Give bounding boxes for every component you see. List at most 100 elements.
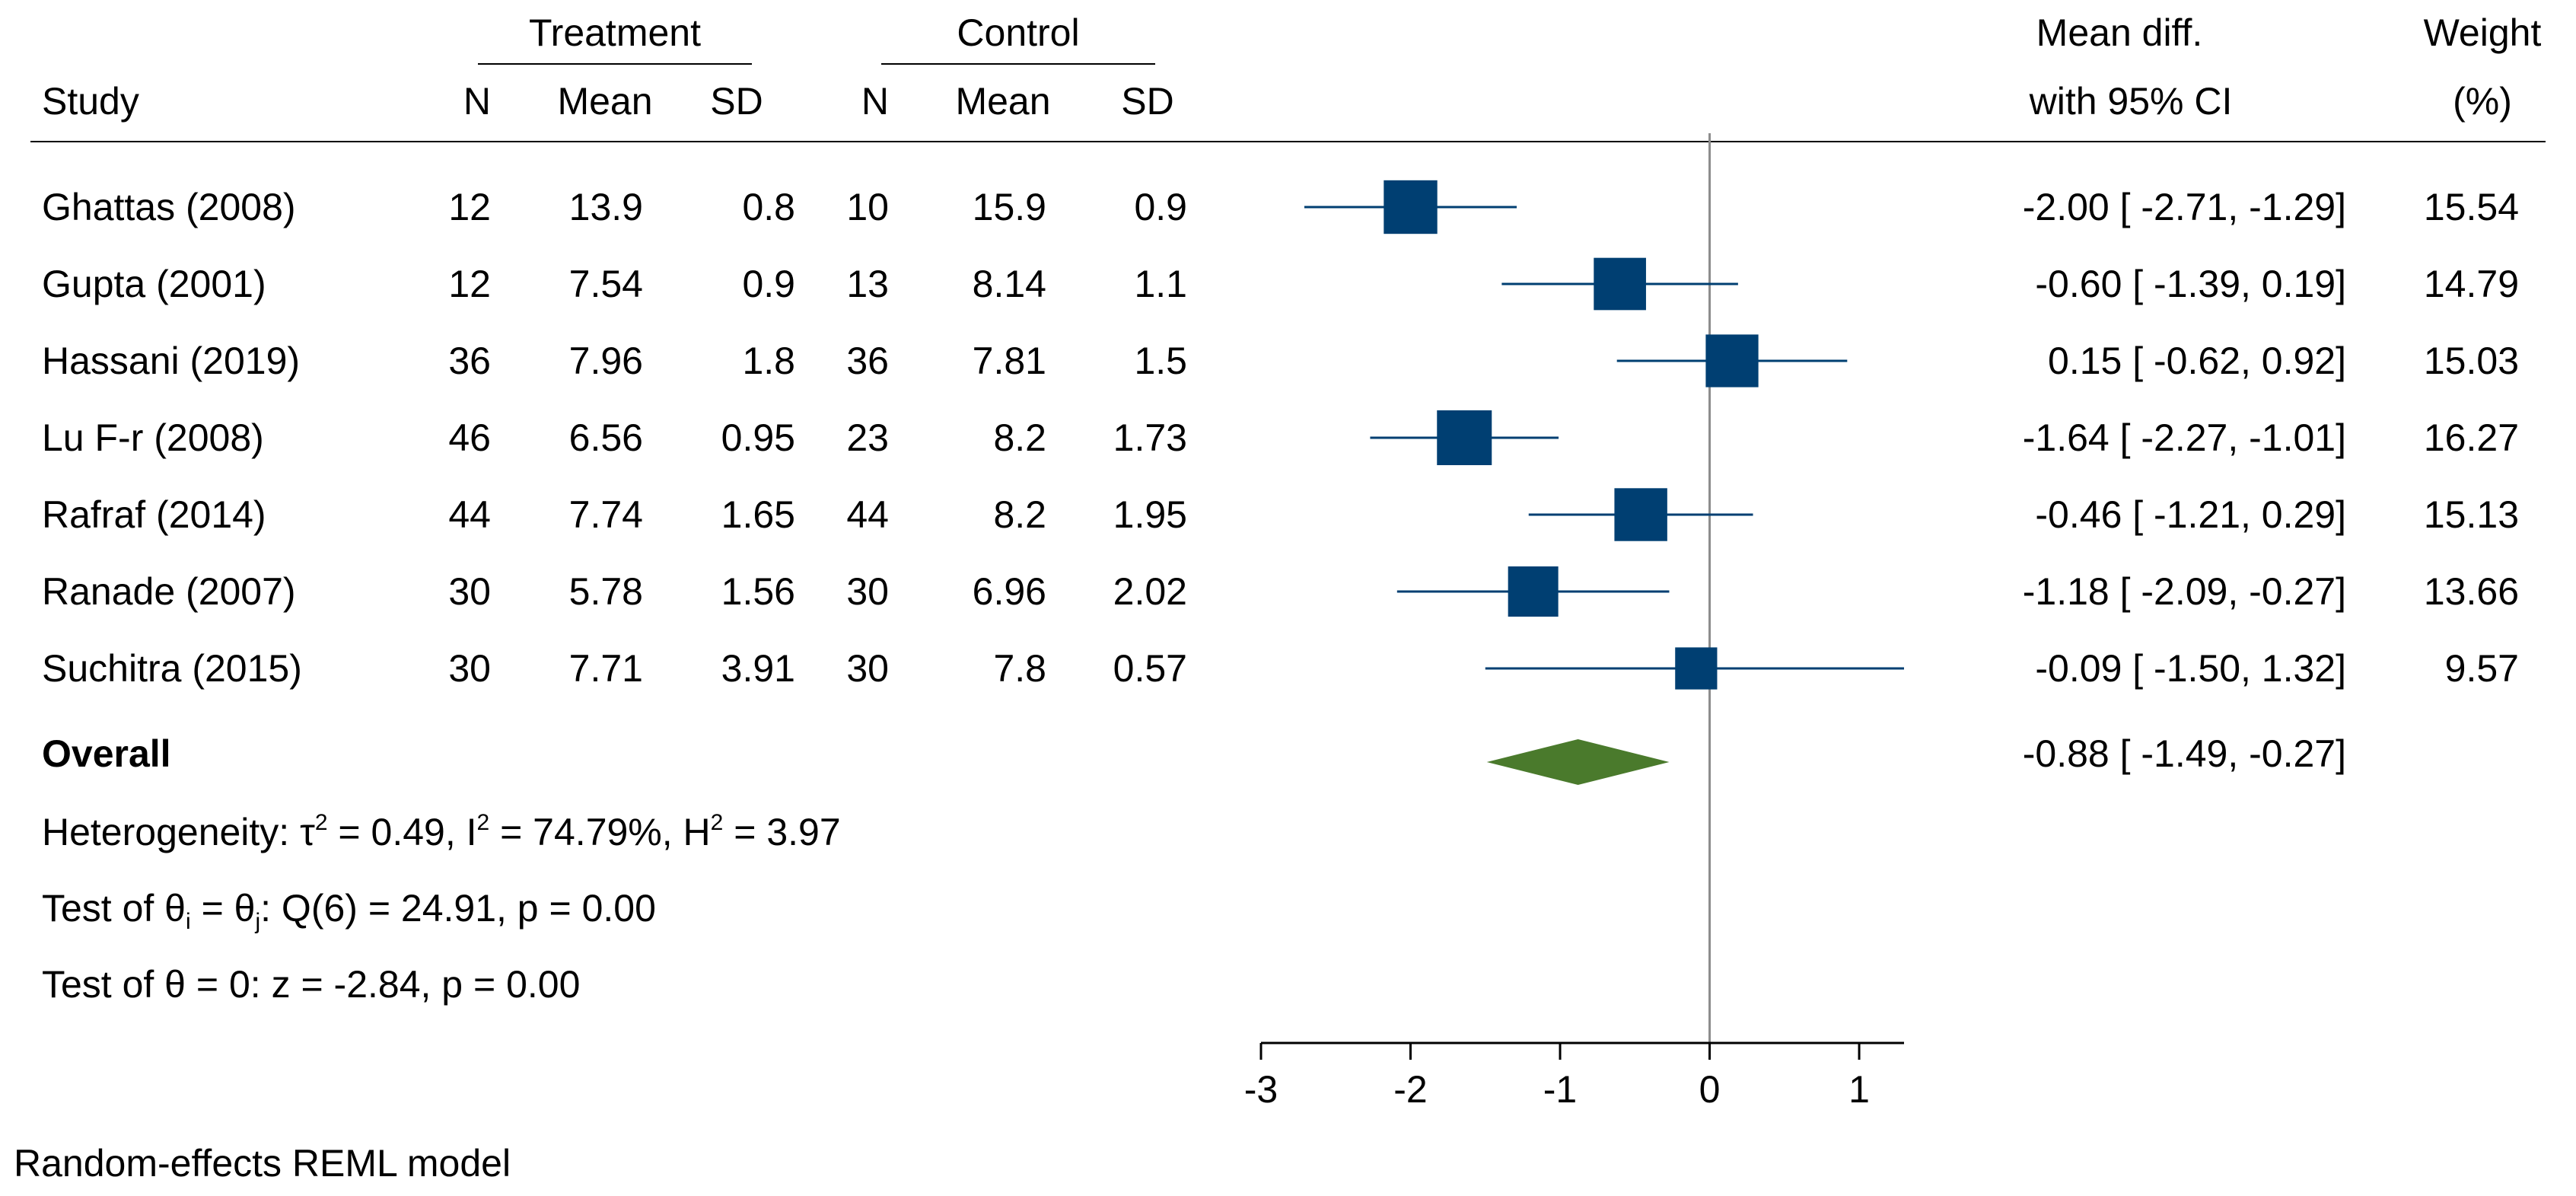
treatment-sd: 1.56 — [721, 570, 795, 613]
header-treatment: Treatment — [529, 11, 701, 54]
header-c-sd: SD — [1121, 80, 1173, 123]
control-n: 44 — [846, 493, 889, 536]
treatment-n: 12 — [448, 186, 491, 228]
study-weight: 15.03 — [2424, 340, 2519, 382]
control-n: 13 — [846, 263, 889, 305]
study-weight: 9.57 — [2445, 647, 2519, 690]
treatment-mean: 5.78 — [569, 570, 643, 613]
study-rows: Ghattas (2008) 12 13.9 0.8 10 15.9 0.9 -2.00 [ … — [42, 180, 2519, 690]
overall-label: Overall — [42, 732, 171, 775]
study-md-ci: -0.09 [ -1.50, 1.32] — [2035, 647, 2346, 690]
treatment-sd: 1.8 — [742, 340, 795, 382]
treatment-sd: 3.91 — [721, 647, 795, 690]
study-row: Ranade (2007) 30 5.78 1.56 30 6.96 2.02 -1.18 [… — [42, 566, 2519, 617]
control-mean: 7.81 — [973, 340, 1046, 382]
control-n: 36 — [846, 340, 889, 382]
overall-diamond — [1486, 739, 1670, 785]
study-md-ci: -0.46 [ -1.21, 0.29] — [2035, 493, 2346, 536]
study-weight: 15.54 — [2424, 186, 2519, 228]
study-weight: 13.66 — [2424, 570, 2519, 613]
study-row: Suchitra (2015) 30 7.71 3.91 30 7.8 0.57 -0.09 … — [42, 647, 2519, 690]
treatment-n: 30 — [448, 647, 491, 690]
treatment-mean: 7.74 — [569, 493, 643, 536]
treatment-n: 12 — [448, 263, 491, 305]
header-md-line1: Mean diff. — [2036, 11, 2203, 54]
control-sd: 1.1 — [1134, 263, 1187, 305]
treatment-mean: 7.96 — [569, 340, 643, 382]
x-tick-label: -1 — [1543, 1068, 1577, 1111]
control-n: 30 — [846, 647, 889, 690]
treatment-n: 30 — [448, 570, 491, 613]
study-weight: 16.27 — [2424, 416, 2519, 459]
study-name: Lu F-r (2008) — [42, 416, 264, 459]
treatment-mean: 7.71 — [569, 647, 643, 690]
study-weight: 15.13 — [2424, 493, 2519, 536]
header-c-mean: Mean — [955, 80, 1050, 123]
treatment-n: 36 — [448, 340, 491, 382]
test-theta-ij: Test of θi = θj: Q(6) = 24.91, p = 0.00 — [42, 887, 656, 934]
treatment-mean: 7.54 — [569, 263, 643, 305]
treatment-mean: 13.9 — [569, 186, 643, 228]
x-axis-ticks: -3 -2 -1 0 1 — [1244, 1043, 1870, 1111]
study-row: Rafraf (2014) 44 7.74 1.65 44 8.2 1.95 -0.46 [ … — [42, 488, 2519, 541]
heterogeneity-stat: Heterogeneity: τ2 = 0.49, I2 = 74.79%, H… — [42, 810, 841, 853]
treatment-sd: 1.65 — [721, 493, 795, 536]
overall-md-text: -0.88 [ -1.49, -0.27] — [2023, 732, 2346, 775]
study-md-ci: -2.00 [ -2.71, -1.29] — [2023, 186, 2346, 228]
study-marker — [1384, 180, 1438, 234]
study-name: Gupta (2001) — [42, 263, 266, 305]
control-sd: 1.95 — [1113, 493, 1187, 536]
study-row: Hassani (2019) 36 7.96 1.8 36 7.81 1.5 0.15 [ -… — [42, 334, 2519, 388]
header-weight-line2: (%) — [2453, 80, 2512, 123]
study-name: Suchitra (2015) — [42, 647, 302, 690]
header-study: Study — [42, 80, 139, 123]
study-name: Hassani (2019) — [42, 340, 300, 382]
x-tick-label: 1 — [1848, 1068, 1870, 1111]
study-marker — [1508, 566, 1559, 617]
study-name: Ghattas (2008) — [42, 186, 296, 228]
control-sd: 2.02 — [1113, 570, 1187, 613]
study-md-ci: -0.60 [ -1.39, 0.19] — [2035, 263, 2346, 305]
study-marker — [1594, 257, 1646, 311]
study-md-ci: -1.18 [ -2.09, -0.27] — [2023, 570, 2346, 613]
study-row: Gupta (2001) 12 7.54 0.9 13 8.14 1.1 -0.60 [ -1… — [42, 257, 2519, 311]
control-sd: 0.57 — [1113, 647, 1187, 690]
treatment-n: 44 — [448, 493, 491, 536]
header-control: Control — [957, 11, 1079, 54]
study-marker — [1614, 488, 1667, 541]
model-note: Random-effects REML model — [14, 1142, 511, 1185]
control-sd: 1.5 — [1134, 340, 1187, 382]
treatment-sd: 0.8 — [742, 186, 795, 228]
study-row: Ghattas (2008) 12 13.9 0.8 10 15.9 0.9 -2.00 [ … — [42, 180, 2519, 234]
study-md-ci: -1.64 [ -2.27, -1.01] — [2023, 416, 2346, 459]
x-tick-label: -2 — [1393, 1068, 1427, 1111]
treatment-sd: 0.95 — [721, 416, 795, 459]
header-t-sd: SD — [710, 80, 763, 123]
study-row: Lu F-r (2008) 46 6.56 0.95 23 8.2 1.73 -1.64 [ … — [42, 410, 2519, 465]
treatment-mean: 6.56 — [569, 416, 643, 459]
header-c-n: N — [861, 80, 889, 123]
header-md-line2: with 95% CI — [2029, 80, 2233, 123]
control-sd: 1.73 — [1113, 416, 1187, 459]
header-t-mean: Mean — [557, 80, 652, 123]
header-t-n: N — [463, 80, 491, 123]
study-marker — [1675, 647, 1718, 690]
control-n: 10 — [846, 186, 889, 228]
control-n: 23 — [846, 416, 889, 459]
header-weight-line1: Weight — [2424, 11, 2542, 54]
treatment-sd: 0.9 — [742, 263, 795, 305]
control-mean: 7.8 — [993, 647, 1046, 690]
study-md-ci: 0.15 [ -0.62, 0.92] — [2048, 340, 2346, 382]
treatment-n: 46 — [448, 416, 491, 459]
test-theta-zero: Test of θ = 0: z = -2.84, p = 0.00 — [42, 963, 580, 1006]
study-marker — [1705, 334, 1759, 388]
control-mean: 15.9 — [973, 186, 1046, 228]
study-name: Rafraf (2014) — [42, 493, 266, 536]
x-tick-label: -3 — [1244, 1068, 1278, 1111]
control-mean: 8.14 — [973, 263, 1046, 305]
control-sd: 0.9 — [1134, 186, 1187, 228]
study-marker — [1437, 410, 1492, 465]
x-tick-label: 0 — [1699, 1068, 1721, 1111]
study-name: Ranade (2007) — [42, 570, 296, 613]
